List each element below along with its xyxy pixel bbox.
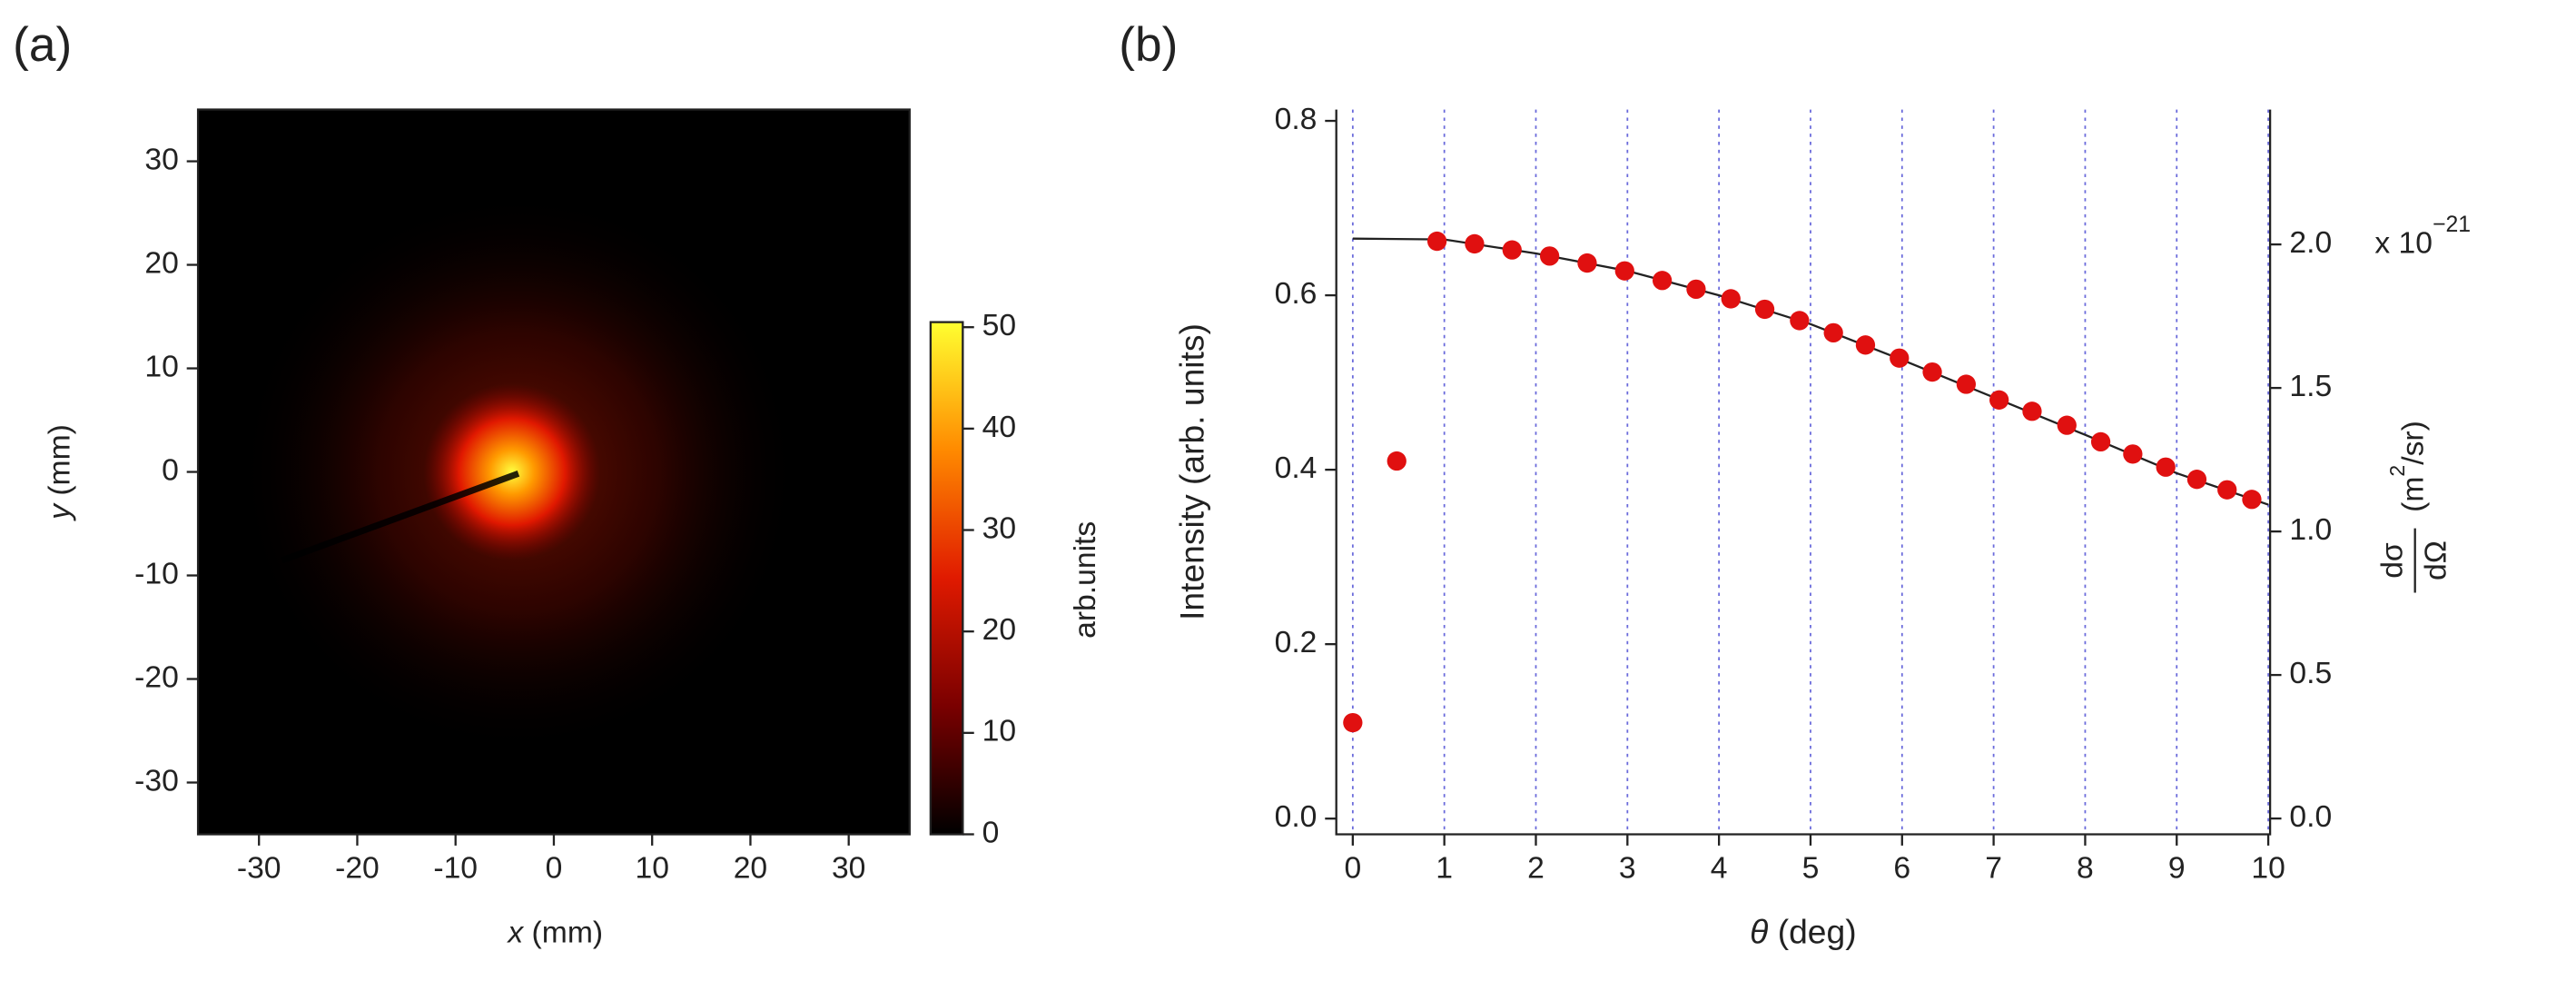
y-axis-label: y (mm)	[43, 424, 76, 521]
y2-tick-label: 0.5	[2289, 657, 2332, 690]
data-point	[1790, 311, 1810, 331]
data-point	[1539, 246, 1560, 266]
data-point	[2057, 415, 2077, 435]
fraction-numerator: dσ	[2376, 542, 2410, 579]
y-tick-label: 0.6	[1275, 277, 1318, 311]
y-tick-label: 0.4	[1275, 451, 1318, 485]
colorbar-label: arb.units	[1069, 521, 1102, 639]
data-point	[2217, 480, 2237, 500]
y-tick-label: 20	[144, 246, 178, 280]
-tick-label: 50	[982, 309, 1016, 342]
y-tick-label: 30	[144, 143, 178, 176]
y-tick-label: 0.2	[1275, 626, 1318, 659]
x-tick-label: 1	[1436, 851, 1453, 885]
data-point	[1922, 362, 1942, 382]
y-tick-label: -20	[134, 660, 179, 694]
x-axis-label: x (mm)	[506, 916, 603, 949]
data-point	[1502, 240, 1522, 260]
y2-axis-label: dσ dΩ (m2/sr)	[2376, 421, 2453, 593]
data-point	[1577, 253, 1597, 273]
y-tick-label: -30	[134, 764, 179, 798]
data-point	[1387, 451, 1406, 471]
-tick-label: 30	[982, 511, 1016, 545]
data-point	[1823, 322, 1843, 343]
data-point	[2090, 431, 2111, 452]
y2-multiplier: x 10−21	[2374, 213, 2471, 261]
y-tick-label: -10	[134, 557, 179, 590]
data-point	[1989, 390, 2009, 410]
y-tick-label: 10	[144, 350, 178, 383]
-tick-label: 0	[982, 816, 1000, 849]
data-point	[1754, 299, 1775, 320]
data-point	[1855, 335, 1876, 355]
y2-tick-label: 0.0	[2289, 800, 2332, 834]
colorbar	[929, 321, 964, 836]
x-tick-label: -20	[335, 851, 380, 885]
data-point	[1686, 279, 1706, 300]
y-tick-label: 0.0	[1275, 800, 1318, 834]
x-tick-label: 7	[1985, 851, 2002, 885]
-tick-label: 20	[982, 613, 1016, 647]
x-tick-label: 2	[1527, 851, 1545, 885]
x-tick-label: 9	[2168, 851, 2186, 885]
-tick-label: 10	[982, 715, 1016, 748]
y-tick-label: 0	[162, 453, 179, 487]
y-tick-label: 0.8	[1275, 103, 1318, 136]
x-tick-label: 8	[2077, 851, 2094, 885]
detector-image	[198, 109, 910, 835]
x-tick-label: 0	[546, 851, 563, 885]
x-tick-label: 6	[1893, 851, 1910, 885]
y2-tick-label: 1.5	[2289, 370, 2332, 403]
panel-label: (a)	[13, 18, 72, 72]
data-point	[2022, 401, 2042, 421]
-tick-label: 40	[982, 411, 1016, 444]
x-tick-label: 4	[1711, 851, 1728, 885]
x-tick-label: 10	[2251, 851, 2285, 885]
unit: (m2/sr)	[2385, 421, 2431, 512]
panel-label: (b)	[1119, 18, 1178, 72]
y2-tick-label: 2.0	[2289, 226, 2332, 260]
data-point	[2242, 490, 2262, 510]
y-axis-label: Intensity (arb. units)	[1172, 323, 1210, 620]
data-point	[1721, 289, 1741, 309]
x-axis-label: θ (deg)	[1750, 912, 1856, 950]
x-tick-label: 20	[734, 851, 767, 885]
fraction-denominator: dΩ	[2419, 540, 2453, 580]
data-point	[1652, 271, 1673, 291]
data-point	[2186, 470, 2207, 490]
y2-tick-label: 1.0	[2289, 513, 2332, 547]
data-point	[1956, 374, 1977, 394]
x-tick-label: 5	[1802, 851, 1820, 885]
x-tick-label: 3	[1619, 851, 1636, 885]
data-point	[2123, 444, 2143, 464]
data-point	[1890, 348, 1910, 368]
x-tick-label: -10	[433, 851, 478, 885]
data-point	[1614, 261, 1634, 281]
axes-frame	[1335, 109, 2272, 836]
x-tick-label: 0	[1344, 851, 1361, 885]
data-point	[1343, 712, 1363, 733]
x-tick-label: 10	[635, 851, 668, 885]
data-point	[2156, 457, 2176, 477]
data-point	[1465, 233, 1485, 254]
x-tick-label: 30	[832, 851, 865, 885]
data-point	[1426, 231, 1447, 252]
x-tick-label: -30	[237, 851, 281, 885]
